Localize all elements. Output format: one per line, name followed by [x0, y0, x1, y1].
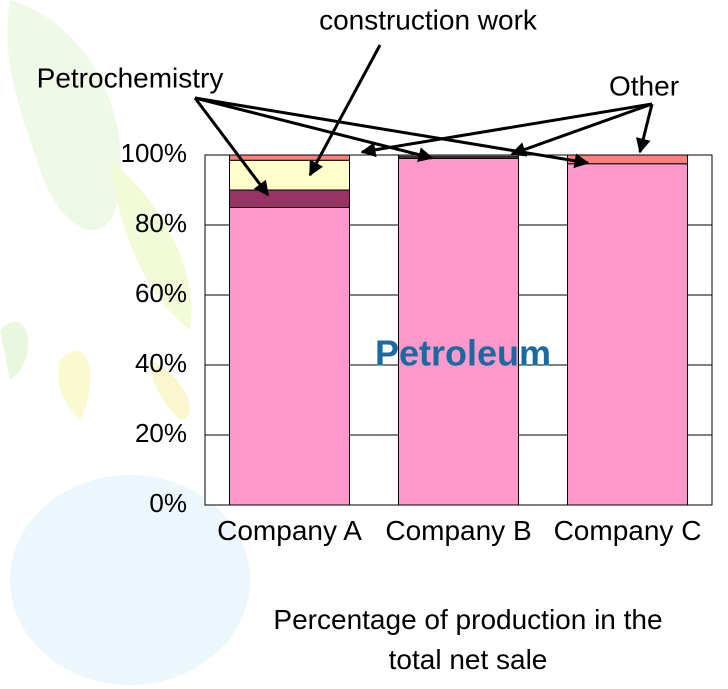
y-tick-label: 40% [135, 348, 187, 378]
x-tick-label: Company B [379, 515, 539, 547]
series-label: Other [609, 70, 679, 101]
arrow [362, 104, 652, 152]
arrow [512, 104, 652, 154]
bar-segment [568, 164, 688, 505]
y-tick-label: 20% [135, 418, 187, 448]
series-label: Petrochemistry [37, 62, 224, 93]
y-tick-label: 60% [135, 278, 187, 308]
y-tick-label: 0% [149, 488, 187, 518]
x-tick-label: Company A [210, 515, 370, 547]
chart: 0% 20% 40% 60% 80% 100% construction work Pet… [0, 0, 728, 689]
series-label: construction work [319, 4, 538, 35]
bar-segment [230, 190, 350, 208]
arrow [640, 104, 652, 152]
page: 0% 20% 40% 60% 80% 100% construction work Pet… [0, 0, 728, 689]
bar-segment [230, 155, 350, 160]
bar-segment [230, 208, 350, 506]
series-label: Petroleum [375, 333, 551, 374]
bar-segment [230, 160, 350, 190]
y-tick-label: 100% [121, 138, 188, 168]
arrow [195, 98, 432, 158]
x-axis-title: Percentage of production in the total ne… [258, 600, 678, 680]
arrow [195, 98, 588, 163]
y-tick-label: 80% [135, 208, 187, 238]
x-tick-label: Company C [548, 515, 708, 547]
